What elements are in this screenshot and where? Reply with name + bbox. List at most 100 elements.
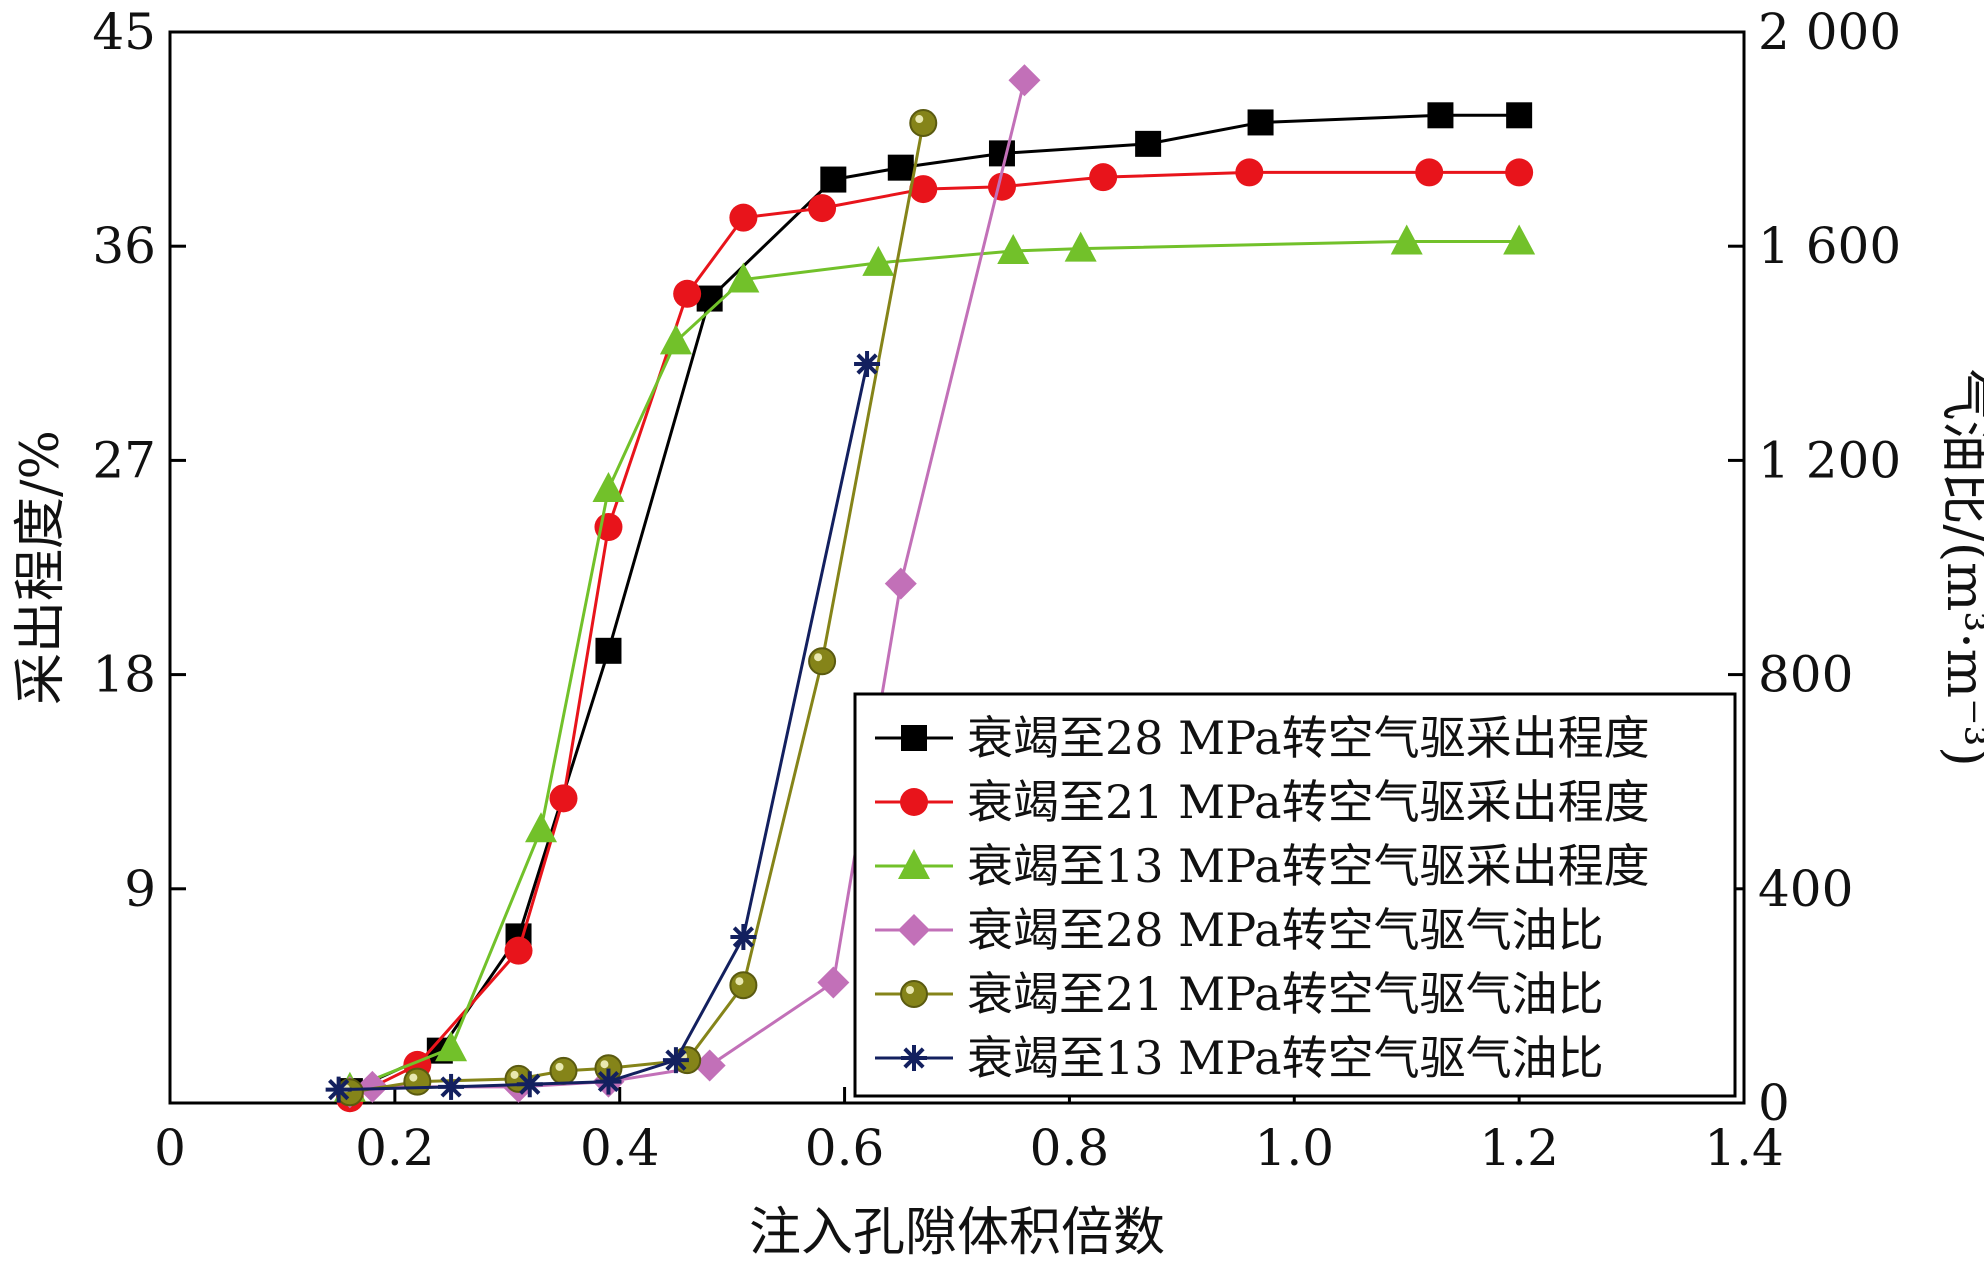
y-right-tick-label: 1 200	[1758, 431, 1901, 489]
series-3-point	[435, 1031, 468, 1062]
legend-item-2: 衰竭至21 MPa转空气驱采出程度	[875, 775, 1650, 829]
y-left-tick-label: 27	[92, 431, 156, 489]
y-left-tick-label: 9	[124, 860, 156, 918]
legend-marker	[900, 980, 928, 1008]
series-5-point	[549, 1056, 578, 1085]
series-1-point	[1506, 102, 1533, 129]
series-3-point	[592, 471, 625, 502]
series-3-point	[997, 233, 1030, 264]
legend-label: 衰竭至28 MPa转空气驱采出程度	[967, 711, 1650, 765]
series-3-point	[1064, 231, 1097, 262]
y-right-tick-label: 400	[1758, 860, 1853, 918]
series-6-point	[730, 923, 757, 950]
legend-marker	[900, 788, 928, 816]
series-5-point-highlight	[600, 1060, 609, 1069]
legend-marker	[901, 1045, 927, 1071]
series-5	[335, 109, 938, 1107]
y-axis-left-title: 采出程度/%	[11, 430, 71, 705]
x-tick-label: 1.0	[1255, 1119, 1335, 1177]
series-2-point	[673, 279, 702, 308]
y-axis-right-title: 气油比/(m³·m⁻³)	[1935, 368, 1984, 766]
series-2-line	[349, 170, 1520, 1100]
legend-label: 衰竭至13 MPa转空气驱采出程度	[967, 839, 1650, 893]
series-4-point	[817, 966, 850, 999]
legend-marker	[898, 914, 930, 946]
series-2-point	[729, 203, 758, 232]
legend-marker	[898, 849, 930, 879]
legend-box	[853, 692, 1737, 1098]
series-4-point	[693, 1049, 726, 1082]
series-2-point	[549, 784, 578, 813]
series-6-point	[325, 1076, 352, 1103]
y-left-tick-label: 18	[92, 646, 156, 704]
series-4-point	[356, 1070, 389, 1103]
series-1-point	[887, 154, 914, 181]
series-2-point	[1415, 158, 1444, 187]
series-5-point	[403, 1067, 432, 1096]
series-3-point	[1390, 224, 1423, 255]
legend-label: 衰竭至21 MPa转空气驱气油比	[967, 967, 1604, 1021]
x-tick-label: 0	[154, 1119, 186, 1177]
series-2-point	[1505, 158, 1534, 187]
x-axis-title: 注入孔隙体积倍数	[749, 1203, 1165, 1263]
series-2-point	[808, 194, 837, 223]
series-5-point-highlight	[814, 653, 823, 662]
x-tick-label: 0.8	[1030, 1119, 1110, 1177]
y-left-tick-label: 45	[92, 3, 156, 61]
plot-frame	[168, 30, 1746, 1105]
series-5-point-highlight	[915, 115, 924, 124]
x-tick-label: 1.2	[1479, 1119, 1559, 1177]
series-5-point-highlight	[510, 1070, 519, 1079]
series-3-point	[525, 812, 558, 843]
legend-item-4: 衰竭至28 MPa转空气驱气油比	[875, 903, 1604, 957]
series-1-point	[1135, 130, 1162, 157]
legend-item-6: 衰竭至13 MPa转空气驱气油比	[875, 1031, 1604, 1085]
series-1-point	[820, 166, 847, 193]
series-1-point	[1427, 102, 1454, 129]
legend-marker	[901, 725, 927, 751]
series-layer	[325, 64, 1536, 1113]
y-axis-right: 0 400 800 1 200 1 600 2 000	[1728, 3, 1901, 1132]
series-1-point	[1247, 109, 1274, 136]
x-tick-label: 0.2	[355, 1119, 435, 1177]
legend-label: 衰竭至28 MPa转空气驱气油比	[967, 903, 1604, 957]
series-2-point	[1089, 163, 1118, 192]
series-3-point	[1503, 224, 1536, 255]
series-5-point	[909, 109, 938, 138]
series-5-point-highlight	[735, 977, 744, 986]
series-2-point	[909, 175, 938, 204]
y-left-tick-label: 36	[92, 217, 156, 275]
legend-marker-highlight	[906, 986, 914, 994]
x-axis: 0 0.2 0.4 0.6 0.8 1.0 1.2 1.4	[154, 1087, 1784, 1177]
plot-area	[168, 30, 1746, 1105]
y-right-tick-label: 1 600	[1758, 217, 1901, 275]
x-tick-label: 0.4	[580, 1119, 660, 1177]
series-6-point	[662, 1047, 689, 1074]
x-tick-label: 1.4	[1704, 1119, 1784, 1177]
series-1-point	[595, 637, 622, 664]
y-right-tick-label: 0	[1758, 1074, 1790, 1132]
series-6-line	[338, 363, 869, 1092]
series-3-point	[659, 324, 692, 355]
series-5-point-highlight	[555, 1062, 564, 1071]
y-right-tick-label: 2 000	[1758, 3, 1901, 61]
series-4-point	[884, 567, 917, 600]
series-3-point	[862, 245, 895, 276]
series-1-point	[988, 140, 1015, 167]
series-2-point	[504, 936, 533, 965]
series-1-point	[696, 285, 723, 312]
legend-label: 衰竭至21 MPa转空气驱采出程度	[967, 775, 1650, 829]
legend-item-3: 衰竭至13 MPa转空气驱采出程度	[875, 839, 1650, 893]
series-6-point	[438, 1073, 465, 1100]
series-3-point	[727, 262, 760, 293]
series-4-point	[1008, 64, 1041, 97]
series-6-point	[516, 1071, 543, 1098]
series-6-point	[595, 1068, 622, 1095]
legend-label: 衰竭至13 MPa转空气驱气油比	[967, 1031, 1604, 1085]
series-6-point	[854, 351, 881, 378]
series-2-point	[1235, 158, 1264, 187]
series-6	[325, 351, 881, 1103]
y-right-tick-label: 800	[1758, 646, 1853, 704]
